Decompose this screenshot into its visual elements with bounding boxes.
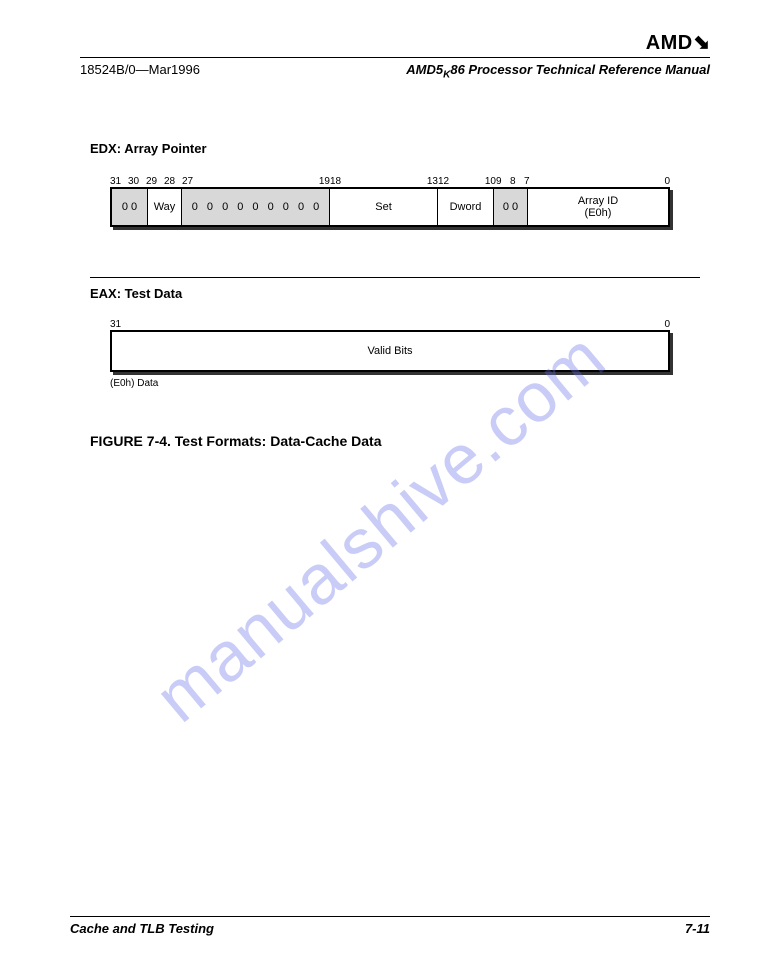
figure-caption: FIGURE 7-4. Test Formats: Data-Cache Dat… [90,433,710,449]
footer-section: Cache and TLB Testing [70,921,214,936]
eax-diagram: 31 0 Valid Bits (E0h) Data [110,319,700,389]
eax-subcaption: (E0h) Data [110,378,700,389]
eax-bit-numbers: 31 0 [110,319,670,330]
header-rule [80,57,710,58]
edx-label: EDX: Array Pointer [90,141,710,156]
brand-logo: AMD⬋ [80,30,710,55]
edx-fields: 0 0 Way 0 0 0 0 0 0 0 0 0 Set Dword 0 0 … [110,187,670,227]
edx-field-reserved2: 0 0 0 0 0 0 0 0 0 [182,189,330,225]
mid-rule [90,277,700,278]
page-footer: Cache and TLB Testing 7-11 [70,916,710,936]
brand-text: AMD [646,32,693,54]
doc-title: AMD5K86 Processor Technical Reference Ma… [406,62,710,81]
eax-field-validbits: Valid Bits [110,330,670,372]
footer-pagenum: 7-11 [685,921,710,936]
edx-field-set: Set [330,189,438,225]
edx-field-reserved3: 0 0 [494,189,528,225]
edx-diagram: 31 30 29 28 27 19 18 13 12 10 9 8 7 0 0 … [110,176,700,227]
eax-label: EAX: Test Data [90,286,710,301]
footer-rule [70,916,710,917]
edx-field-dword: Dword [438,189,494,225]
brand-arrow-icon: ⬋ [693,30,710,55]
edx-field-way: Way [148,189,182,225]
edx-field-arrayid: Array ID (E0h) [528,189,668,225]
edx-field-reserved1: 0 0 [112,189,148,225]
header-row: 18524B/0—Mar1996 AMD5K86 Processor Techn… [80,62,710,81]
doc-number: 18524B/0—Mar1996 [80,62,200,81]
edx-bit-numbers: 31 30 29 28 27 19 18 13 12 10 9 8 7 0 [110,176,670,187]
